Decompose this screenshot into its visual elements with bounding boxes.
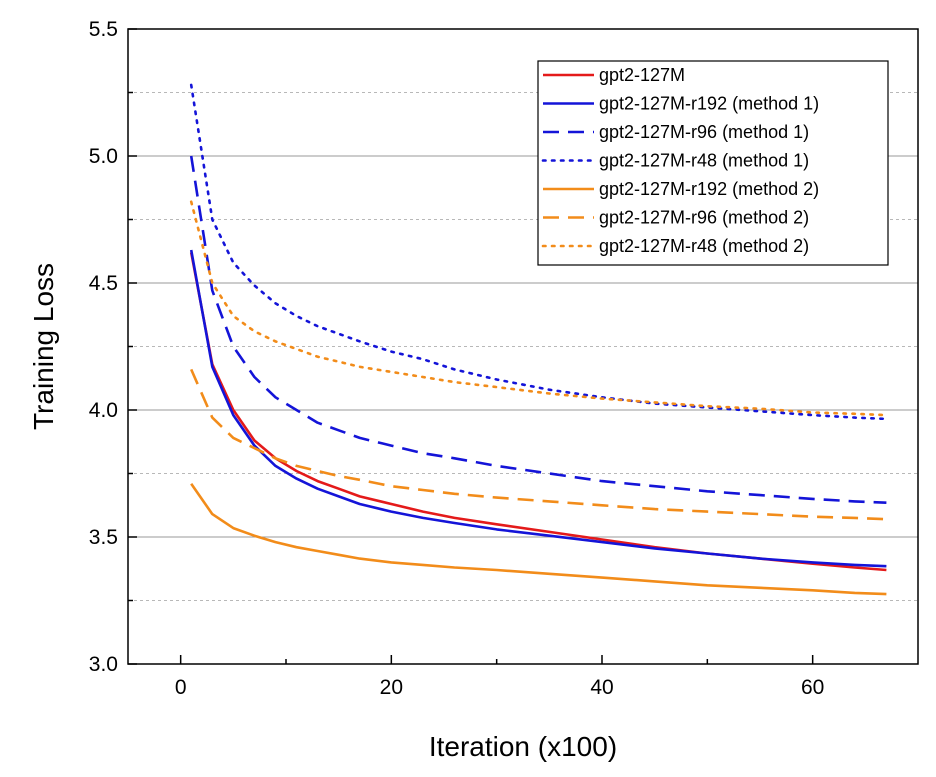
x-axis-title: Iteration (x100) [429, 731, 617, 762]
series-line-5 [190, 482, 887, 596]
y-tick-label: 4.0 [89, 399, 118, 422]
legend-label: gpt2-127M [599, 65, 685, 85]
axis-ticks: 3.0 3.5 4.0 4.5 5.0 5.5 0 20 40 60 [89, 18, 825, 699]
legend-box [537, 60, 889, 266]
y-tick-label: 5.0 [89, 145, 118, 168]
x-tick-label: 60 [801, 676, 824, 699]
x-tick-label: 0 [175, 676, 187, 699]
series-line-7 [189, 200, 888, 417]
legend-label: gpt2-127M-r192 (method 2) [599, 179, 819, 199]
series-line-6 [190, 368, 887, 521]
y-tick-label: 5.5 [89, 18, 118, 41]
series-line-4 [189, 83, 888, 421]
x-tick-label: 20 [380, 676, 403, 699]
legend: gpt2-127M gpt2-127M-r192 (method 1) gpt2-1… [537, 60, 889, 266]
y-axis-title: Training Loss [28, 263, 59, 430]
legend-label: gpt2-127M-r96 (method 1) [599, 122, 809, 142]
y-tick-label: 4.5 [89, 272, 118, 295]
x-tick-label: 40 [590, 676, 613, 699]
legend-label: gpt2-127M-r96 (method 2) [599, 208, 809, 228]
series-lines [189, 83, 888, 596]
y-tick-label: 3.0 [89, 653, 118, 676]
legend-label: gpt2-127M-r192 (method 1) [599, 94, 819, 114]
legend-label: gpt2-127M-r48 (method 1) [599, 151, 809, 171]
legend-label: gpt2-127M-r48 (method 2) [599, 236, 809, 256]
y-tick-label: 3.5 [89, 526, 118, 549]
